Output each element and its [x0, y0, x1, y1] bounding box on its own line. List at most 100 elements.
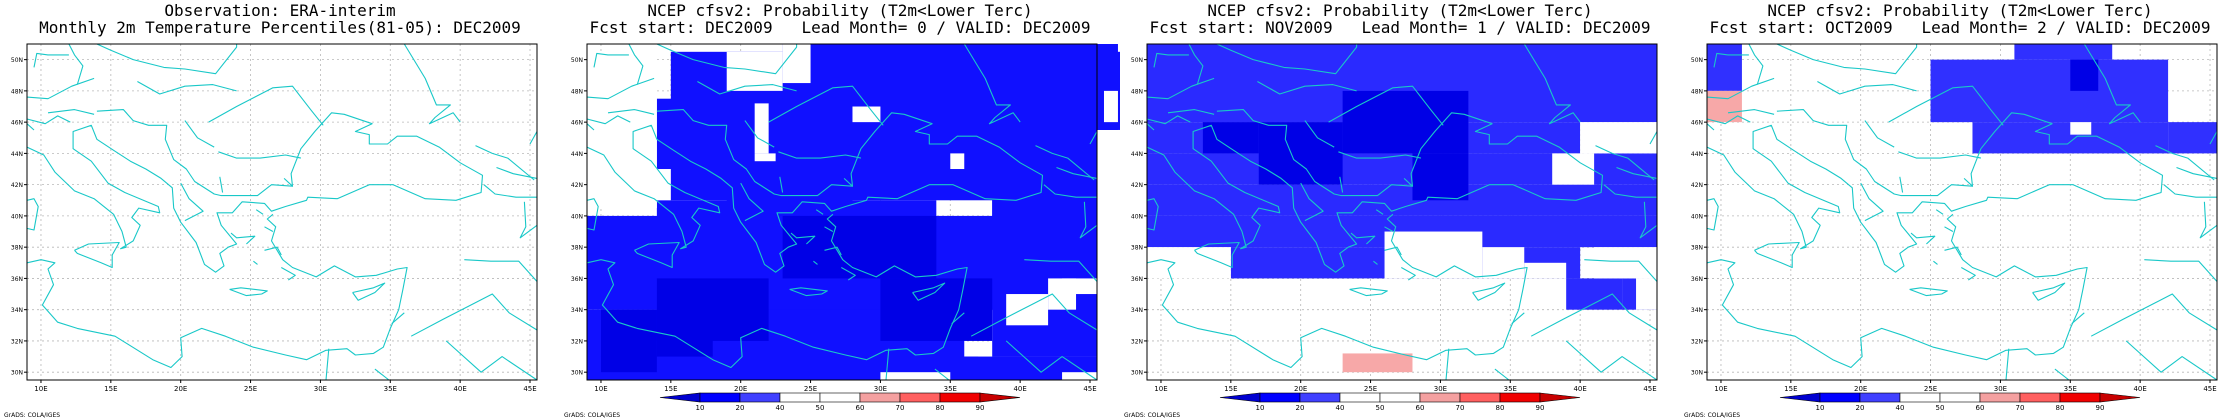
map-frame: [26, 43, 538, 381]
lon-tick-label: 20E: [734, 385, 747, 393]
colorbar-segment: [1979, 392, 2021, 403]
coastline-path: [2090, 293, 2218, 337]
coastline-path: [934, 368, 950, 381]
coastline-path: [26, 112, 484, 273]
shading-cell-blue: [1147, 184, 1657, 216]
lon-tick-label: 15E: [664, 385, 677, 393]
coastline-path: [1350, 232, 1376, 245]
shading-cell-blue: [587, 356, 1097, 380]
lon-tick-label: 10E: [594, 385, 607, 393]
shading-cell-blank: [1062, 372, 1097, 380]
lat-tick-label: 46N: [11, 120, 23, 127]
lat-tick-label: 30N: [571, 370, 583, 377]
coastline-path: [790, 232, 816, 245]
coastline-path: [1603, 184, 1657, 198]
lat-tick-label: 30N: [1131, 370, 1143, 377]
coastline-path: [1754, 241, 1800, 269]
coastline-path: [464, 259, 538, 282]
coastline-path: [218, 151, 302, 159]
colorbar-segment: [1779, 392, 1821, 403]
coastline-path: [74, 241, 120, 269]
coastline-path: [1194, 241, 1240, 269]
coastline-path: [951, 312, 965, 325]
coastline-path: [68, 43, 84, 85]
coastline-path: [47, 109, 95, 115]
coastline-path: [1167, 109, 1215, 115]
coastline-path: [475, 145, 535, 181]
coastline-path: [1349, 287, 1388, 297]
lat-tick-label: 46N: [571, 120, 583, 127]
coastline-path: [1706, 198, 1719, 231]
lon-tick-label: 20E: [174, 385, 187, 393]
coastline-path: [1146, 112, 1604, 273]
lon-tick-label: 35E: [944, 385, 957, 393]
coastline-path: [768, 85, 884, 126]
shading-cell-blank: [1552, 153, 1595, 185]
lon-tick-label: 30E: [314, 385, 327, 393]
shading-cell-blank: [1524, 262, 1567, 279]
panel-lead-1: NCEP cfsv2: Probability (T2m<Lower Terc)…: [1120, 0, 1680, 420]
shading-cell-blank: [1006, 294, 1049, 326]
shading-cell-darkblue: [782, 215, 937, 279]
colorbar-label: 40: [776, 404, 785, 412]
coastline-path: [1639, 201, 1658, 239]
shading-cell-darkblue: [1412, 153, 1469, 201]
coastline-path: [1888, 85, 2004, 126]
panel-title: NCEP cfsv2: Probability (T2m<Lower Terc): [1207, 1, 1593, 20]
colorbar-segment: [1939, 392, 1981, 403]
shading-cell-blank: [1384, 231, 1483, 279]
coastline-path: [403, 43, 461, 125]
coastline-path: [325, 348, 330, 381]
grads-credit: GrADS: COLA/IGES: [1124, 412, 1181, 419]
coastline-path: [1944, 226, 1954, 232]
coastline-path: [1401, 267, 1416, 281]
colorbar-label: 60: [1416, 404, 1425, 412]
colorbar-segment: [779, 392, 821, 403]
shading-cell-blank: [1636, 278, 1657, 310]
grads-credit: GrADS: COLA/IGES: [1684, 412, 1741, 419]
lat-tick-label: 50N: [11, 57, 23, 64]
coastline-path: [1933, 260, 1938, 265]
coastline-path: [1584, 259, 1658, 282]
colorbar-label: 90: [2096, 404, 2105, 412]
coastline-path: [1146, 123, 1155, 131]
colorbar-segment: [899, 392, 941, 403]
coastline-path: [1898, 151, 1982, 159]
coastline-path: [96, 109, 293, 197]
panel-title: Observation: ERA-interim: [164, 1, 396, 20]
lat-tick-label: 48N: [11, 88, 23, 95]
colorbar-segment: [1859, 392, 1901, 403]
coastline-path: [607, 109, 655, 115]
coastline-path: [1300, 182, 1324, 222]
coastline-path: [180, 182, 204, 222]
colorbar-label: 80: [936, 404, 945, 412]
coastline-path: [2125, 340, 2218, 381]
colorbar-label: 10: [1256, 404, 1265, 412]
lon-tick-label: 45E: [1643, 385, 1656, 393]
map-area: 10E 15E 20E 25E 30E 35E 40E 45E 30N 32N 34N 36N 38N 4…: [1131, 43, 1658, 412]
shading-cell-blank: [852, 106, 881, 123]
lat-tick-label: 40N: [571, 213, 583, 220]
coastline-path: [963, 43, 1021, 125]
coastline-path: [1511, 312, 1525, 325]
coastline-path: [1944, 246, 1962, 256]
colorbar-label: 50: [1936, 404, 1945, 412]
lon-tick-label: 35E: [384, 385, 397, 393]
coastline-path: [184, 120, 215, 148]
shading-cell-blank: [754, 153, 776, 162]
coastline-path: [1445, 348, 1450, 381]
coastline-path: [1713, 52, 1749, 68]
lat-tick-label: 36N: [1691, 276, 1703, 283]
coastline-path: [1216, 43, 1358, 75]
coastline-path: [1153, 52, 1189, 68]
coastline-path: [255, 209, 264, 215]
map-frame: [1146, 43, 1658, 381]
lon-tick-label: 15E: [104, 385, 117, 393]
colorbar-segment: [859, 392, 901, 403]
shading-cell-blank: [880, 372, 951, 380]
coastline-path: [1384, 226, 1394, 232]
coastline-path: [253, 260, 258, 265]
map-frame: [1706, 43, 2218, 381]
coastline-path: [26, 213, 408, 369]
coastline-path: [1375, 209, 1384, 215]
